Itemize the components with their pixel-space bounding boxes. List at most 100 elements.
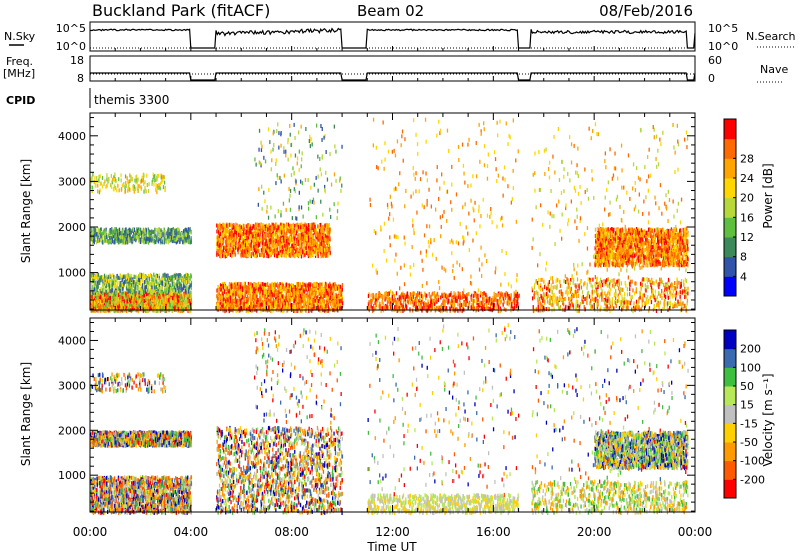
scatter-point <box>163 175 166 180</box>
scatter-point <box>273 307 275 312</box>
scatter-point <box>129 187 131 192</box>
scatter-point <box>91 304 93 309</box>
scatter-point <box>329 288 331 293</box>
scatter-point <box>175 288 177 292</box>
scatter-point <box>118 235 120 239</box>
scatter-point <box>109 305 111 309</box>
scatter-point <box>130 174 132 179</box>
scatter-point <box>253 295 255 300</box>
scatter-point <box>113 304 115 309</box>
scatter-point <box>90 237 92 242</box>
scatter-point <box>309 287 311 292</box>
scatter-point <box>147 307 149 312</box>
scatter-point <box>231 302 233 306</box>
scatter-point <box>235 281 237 286</box>
scatter-point <box>321 295 323 299</box>
scatter-point <box>245 289 247 294</box>
scatter-point <box>93 239 95 244</box>
scatter-point <box>98 190 101 195</box>
scatter-point <box>142 308 144 313</box>
scatter-point <box>106 298 108 303</box>
scatter-point <box>133 234 135 239</box>
scatter-point <box>229 295 231 300</box>
scatter-point <box>129 238 131 243</box>
scatter-point <box>189 227 191 232</box>
scatter-point <box>243 305 245 310</box>
scatter-point <box>189 283 191 288</box>
power-scatter <box>90 117 689 314</box>
scatter-point <box>129 276 131 281</box>
scatter-point <box>242 305 244 310</box>
scatter-point <box>114 298 116 303</box>
scatter-point <box>138 306 140 311</box>
scatter-point <box>171 294 173 299</box>
scatter-point <box>338 289 340 294</box>
scatter-point <box>135 234 138 239</box>
scatter-point <box>152 277 154 282</box>
scatter-point <box>127 294 129 299</box>
scatter-point <box>110 230 112 235</box>
scatter-point <box>120 298 123 303</box>
scatter-point <box>304 298 306 303</box>
scatter-point <box>118 177 120 182</box>
scatter-point <box>187 237 189 242</box>
scatter-point <box>104 238 106 243</box>
scatter-point <box>185 274 187 279</box>
scatter-point <box>120 301 122 306</box>
scatter-point <box>250 298 252 303</box>
scatter-point <box>135 290 137 295</box>
scatter-point <box>157 290 160 295</box>
scatter-point <box>90 273 93 278</box>
scatter-point <box>99 305 101 310</box>
scatter-point <box>184 296 187 301</box>
scatter-point <box>123 240 125 245</box>
scatter-point <box>165 300 167 305</box>
scatter-point <box>123 275 125 280</box>
scatter-point <box>271 299 273 304</box>
scatter-point <box>127 230 129 235</box>
scatter-point <box>106 177 108 182</box>
scatter-point <box>255 303 257 308</box>
scatter-point <box>331 301 333 306</box>
scatter-point <box>173 293 175 298</box>
scatter-point <box>97 304 99 308</box>
scatter-point <box>312 297 314 302</box>
scatter-point <box>99 233 101 238</box>
scatter-point <box>270 283 272 288</box>
scatter-point <box>166 230 169 235</box>
scatter-point <box>97 230 99 235</box>
scatter-point <box>156 228 158 232</box>
scatter-point <box>133 296 135 300</box>
scatter-point <box>280 300 283 305</box>
scatter-point <box>128 238 130 243</box>
scatter-point <box>98 289 100 294</box>
scatter-point <box>238 297 240 302</box>
scatter-point <box>118 188 120 193</box>
scatter-point <box>185 298 187 303</box>
scatter-point <box>126 236 128 241</box>
scatter-point <box>306 305 309 310</box>
scatter-point <box>94 287 96 292</box>
scatter-point <box>108 230 110 235</box>
scatter-point <box>153 282 155 287</box>
scatter-point <box>225 297 227 301</box>
scatter-point <box>133 274 135 279</box>
scatter-point <box>98 301 100 306</box>
scatter-point <box>245 301 248 305</box>
scatter-point <box>278 283 280 288</box>
scatter-point <box>176 237 178 242</box>
scatter-point <box>153 293 155 298</box>
scatter-point <box>135 180 137 185</box>
scatter-point <box>92 294 95 299</box>
scatter-point <box>169 307 172 312</box>
scatter-point <box>110 284 112 289</box>
scatter-point <box>325 304 327 309</box>
scatter-point <box>168 303 170 308</box>
scatter-point <box>157 295 159 300</box>
scatter-point <box>239 303 241 308</box>
scatter-point <box>137 177 139 182</box>
scatter-point <box>130 276 132 281</box>
scatter-point <box>275 289 277 293</box>
scatter-point <box>180 232 182 237</box>
scatter-point <box>144 274 146 279</box>
